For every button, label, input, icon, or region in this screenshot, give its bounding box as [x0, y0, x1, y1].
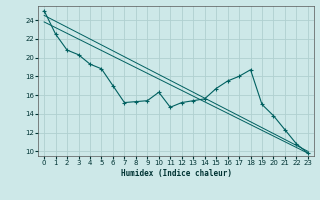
X-axis label: Humidex (Indice chaleur): Humidex (Indice chaleur)	[121, 169, 231, 178]
